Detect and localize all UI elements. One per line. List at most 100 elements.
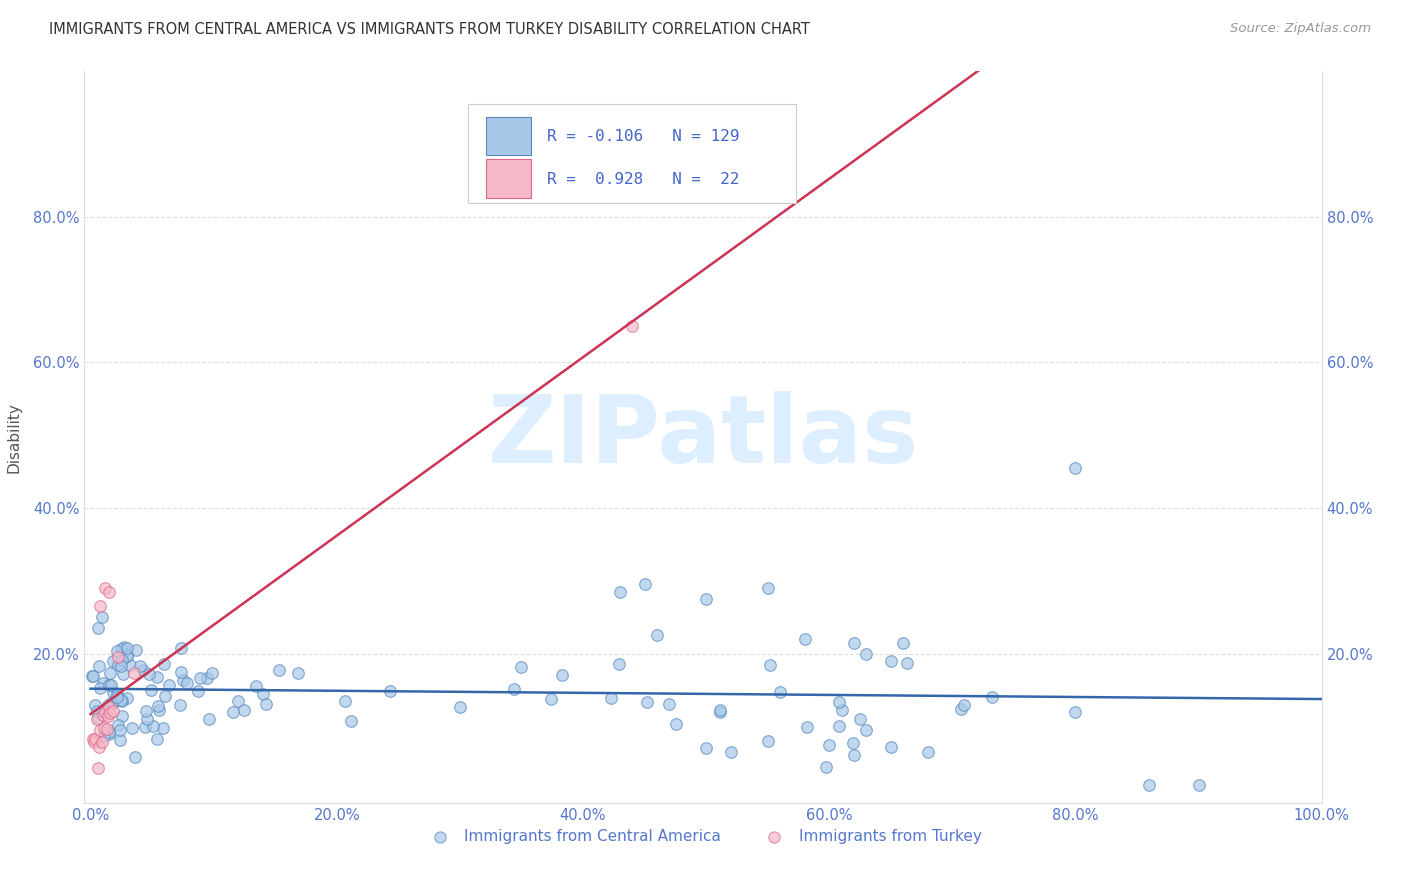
Point (828, 719, 851, 733)
Point (148, 698, 170, 713)
Point (658, 697, 681, 711)
Point (124, 750, 146, 764)
Point (148, 703, 170, 717)
Point (98, 700, 121, 714)
Point (600, 691, 623, 706)
Point (170, 665, 193, 679)
Point (105, 690, 128, 704)
Point (103, 685, 125, 699)
Point (267, 664, 290, 678)
Point (709, 703, 731, 717)
Point (101, 696, 124, 710)
Point (709, 705, 731, 719)
Point (195, 671, 218, 685)
Point (197, 713, 219, 727)
Point (101, 704, 124, 718)
Point (172, 673, 194, 688)
Point (855, 647, 877, 661)
Point (98, 706, 121, 721)
Point (89, 739, 111, 754)
Point (952, 698, 974, 713)
Point (105, 644, 128, 658)
Point (110, 692, 132, 706)
FancyBboxPatch shape (468, 104, 796, 203)
Point (115, 640, 138, 655)
Text: R = -0.106   N = 129: R = -0.106 N = 129 (547, 128, 740, 144)
Point (633, 577, 655, 591)
Point (80, 669, 103, 683)
Point (103, 653, 125, 667)
Point (138, 666, 160, 681)
Text: R =  0.928   N =  22: R = 0.928 N = 22 (547, 172, 740, 186)
Point (768, 685, 790, 699)
Point (141, 682, 163, 697)
Point (335, 694, 357, 708)
Point (188, 671, 211, 685)
Point (115, 649, 138, 664)
Point (107, 650, 129, 665)
Point (841, 736, 863, 750)
Point (226, 693, 249, 707)
Point (90, 735, 112, 749)
Point (94, 581, 117, 595)
Point (108, 732, 131, 747)
Point (82, 669, 104, 683)
Point (380, 683, 402, 698)
Point (87, 761, 110, 775)
Point (98, 584, 121, 599)
Point (1137, 778, 1160, 792)
Point (84, 731, 107, 746)
Point (93, 722, 115, 736)
Point (222, 706, 245, 720)
Point (132, 663, 155, 677)
Point (86, 712, 108, 726)
Point (152, 721, 174, 735)
Point (695, 741, 717, 756)
Point (157, 678, 180, 692)
Point (134, 720, 156, 734)
Point (122, 665, 145, 680)
Point (89, 681, 111, 695)
Point (720, 745, 742, 759)
Point (111, 653, 134, 667)
Point (97, 709, 120, 723)
Text: Source: ZipAtlas.com: Source: ZipAtlas.com (1230, 22, 1371, 36)
FancyBboxPatch shape (486, 160, 531, 197)
Point (1064, 705, 1087, 719)
Point (879, 739, 901, 754)
Point (169, 698, 191, 713)
Point (287, 665, 309, 680)
Point (97, 698, 120, 712)
Point (339, 714, 361, 728)
Point (637, 695, 659, 709)
Point (695, 592, 717, 607)
Point (621, 319, 644, 334)
Point (1187, 778, 1209, 792)
Point (896, 656, 918, 670)
Point (187, 684, 209, 698)
Point (112, 640, 135, 654)
Point (252, 687, 274, 701)
Point (245, 679, 267, 693)
Point (101, 695, 124, 709)
Point (828, 695, 851, 709)
Point (135, 704, 157, 718)
Point (90, 609, 112, 624)
Point (93, 676, 115, 690)
Point (146, 670, 169, 684)
Point (645, 628, 668, 642)
Point (105, 688, 128, 702)
Point (110, 658, 132, 673)
Point (1064, 461, 1087, 475)
Point (950, 702, 973, 716)
Point (98, 666, 121, 681)
Point (153, 689, 176, 703)
Point (176, 675, 198, 690)
Point (917, 745, 939, 759)
Point (551, 668, 574, 682)
Point (97, 678, 120, 692)
Point (108, 723, 131, 737)
Point (136, 712, 159, 726)
Point (759, 658, 782, 673)
Point (86, 704, 108, 718)
